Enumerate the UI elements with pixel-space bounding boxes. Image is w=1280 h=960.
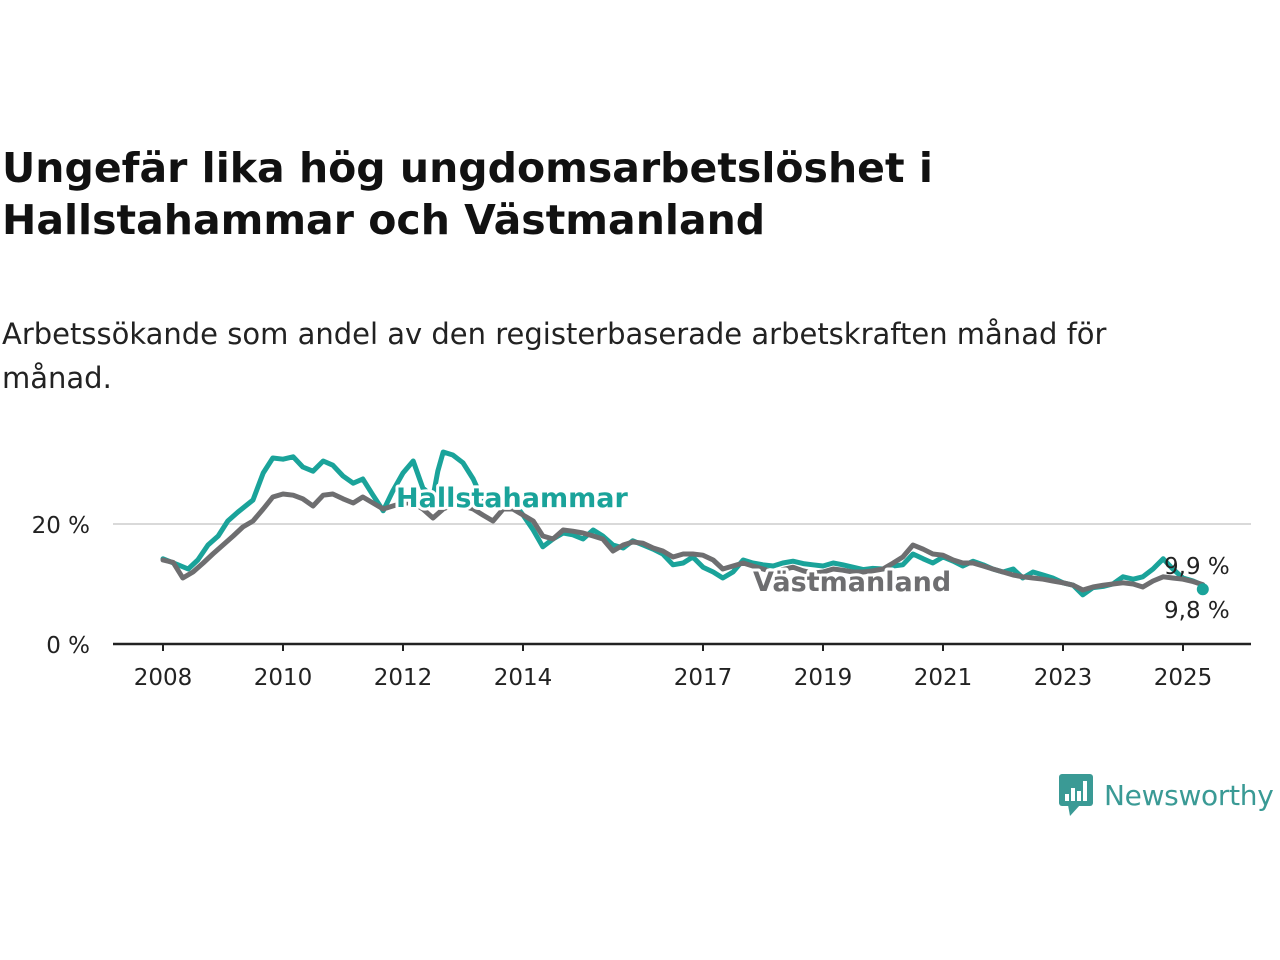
series-label-vastmanland: Västmanland: [753, 567, 951, 598]
x-tick-label: 2012: [374, 665, 433, 691]
newsworthy-logo-icon: [1059, 774, 1093, 816]
x-tick-label: 2021: [914, 665, 973, 691]
chart-title: Ungefär lika hög ungdomsarbetslöshet i H…: [2, 144, 933, 244]
newsworthy-logo: Newsworthy: [1058, 772, 1274, 818]
line-chart: 0 % 20 % 2008 2010 2012 2014 2017 2019 2021 2023…: [32, 449, 1251, 691]
x-tick-label: 2010: [254, 665, 313, 691]
x-axis: 2008 2010 2012 2014 2017 2019 2021 2023 2025: [113, 642, 1251, 691]
series-end-dot-hallstahammar: [1196, 583, 1209, 596]
x-tick-label: 2014: [494, 665, 553, 691]
end-value-label-vastmanland: 9,9 %: [1164, 554, 1230, 580]
series-line-vastmanland: [160, 491, 1206, 593]
end-value-label-hallstahammar: 9,8 %: [1164, 598, 1230, 624]
series-label-hallstahammar: Hallstahammar: [396, 483, 628, 514]
x-tick-label: 2017: [674, 665, 733, 691]
x-tick-label: 2008: [134, 665, 193, 691]
series-labels: Hallstahammar Västmanland 9,9 % 9,8 %: [393, 480, 1230, 624]
chart-subtitle: Arbetssökande som andel av den registerb…: [2, 317, 1107, 395]
y-tick-label: 0 %: [46, 633, 90, 659]
series-line-hallstahammar: [160, 449, 1206, 598]
x-tick-label: 2019: [794, 665, 853, 691]
y-axis-tick-labels: 0 % 20 %: [32, 513, 90, 659]
brand-name: Newsworthy: [1104, 778, 1274, 812]
x-tick-label: 2023: [1034, 665, 1093, 691]
x-tick-label: 2025: [1154, 665, 1213, 691]
series-lines: [160, 449, 1209, 598]
y-tick-label: 20 %: [32, 513, 90, 539]
